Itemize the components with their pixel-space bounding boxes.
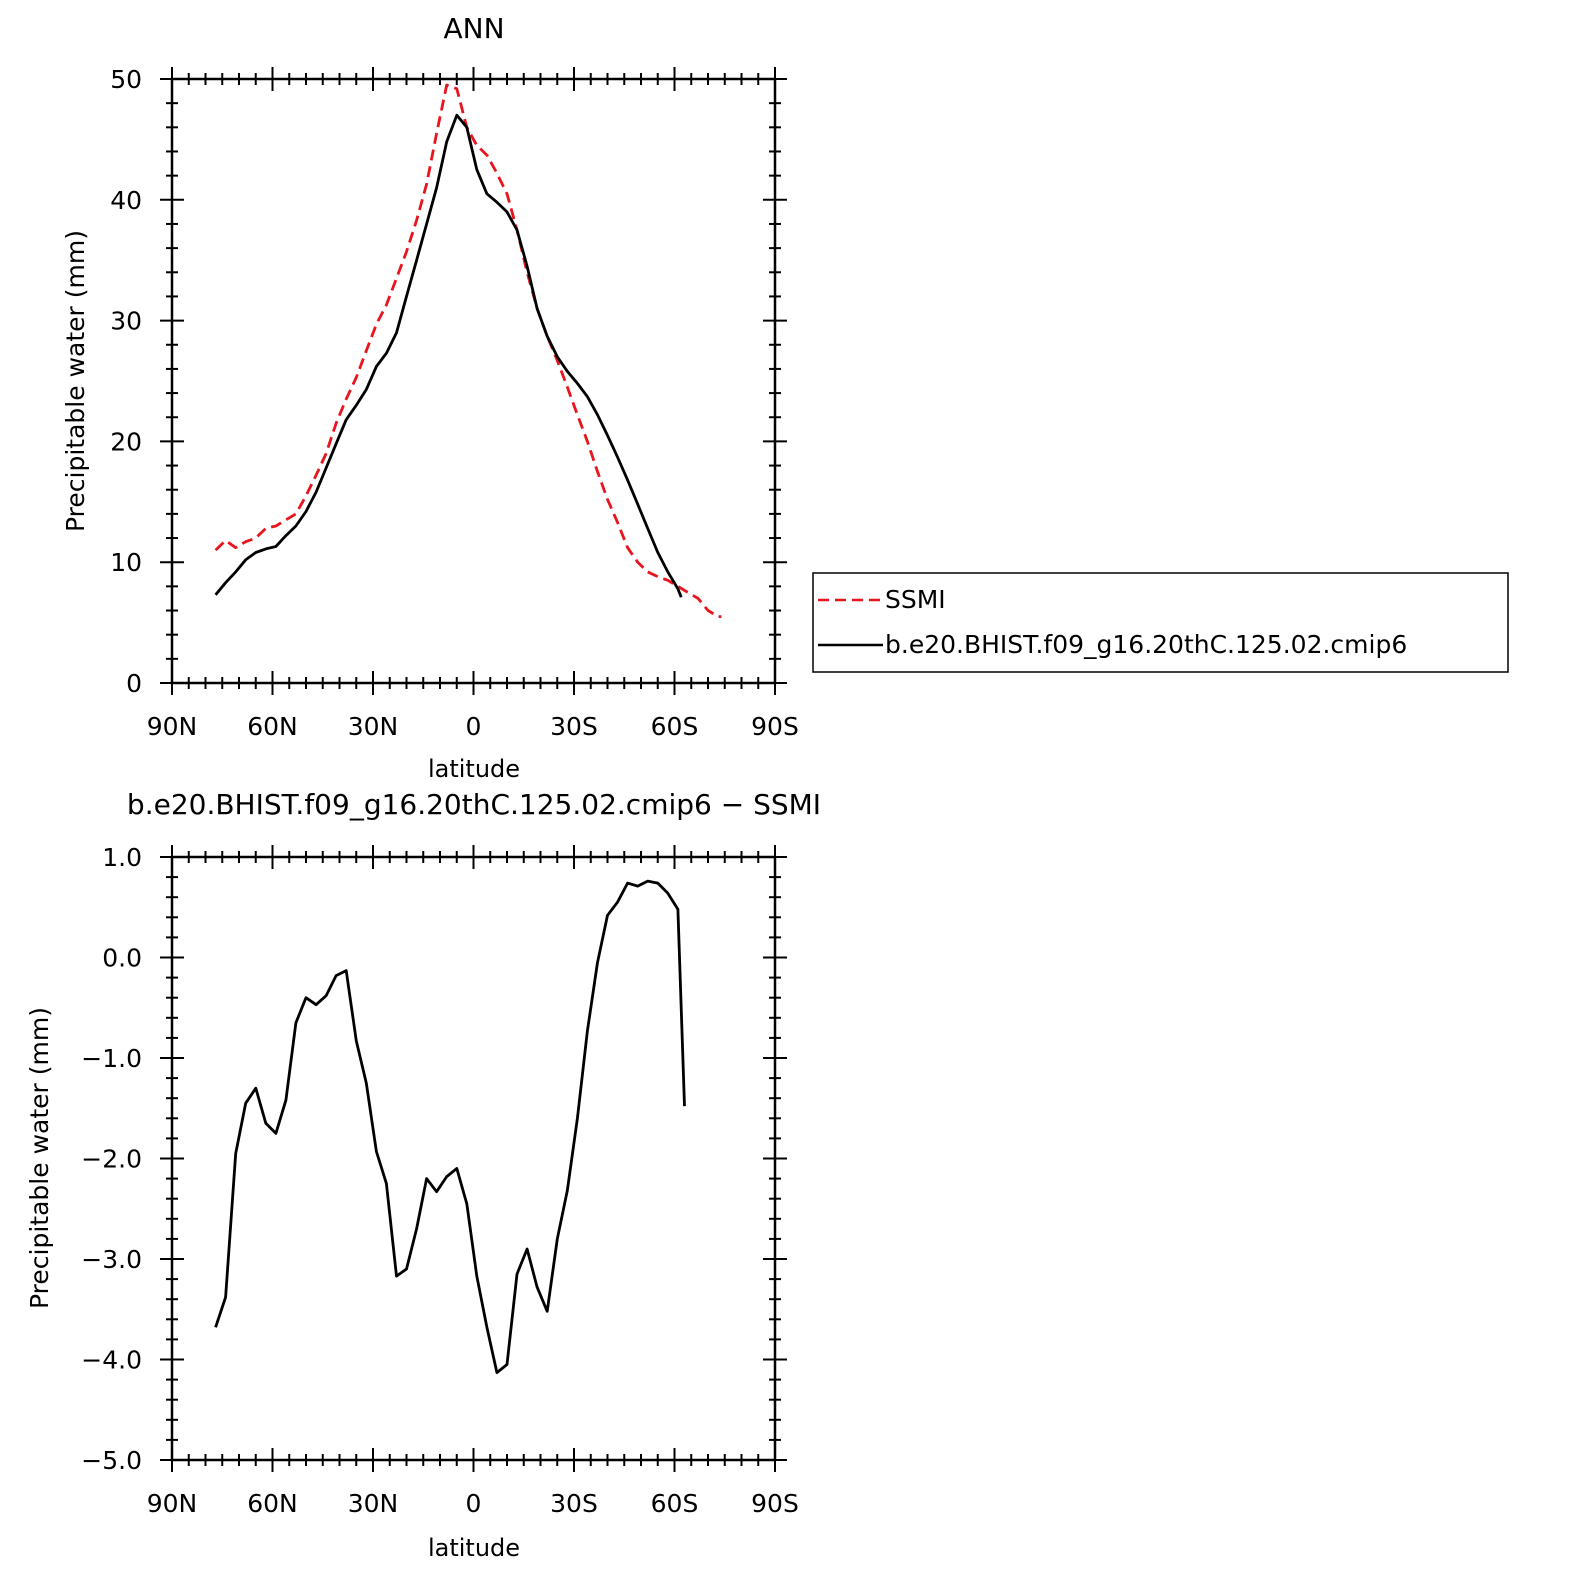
y-tick-label: 40 [110,186,142,215]
x-tick-label: 30S [550,712,598,741]
x-tick-label: 30S [550,1489,598,1518]
axis-ticks [160,67,787,695]
difference-chart-title: b.e20.BHIST.f09_g16.20thC.125.02.cmip6 −… [127,788,821,821]
x-axis-label: latitude [428,755,520,783]
x-tick-label: 90S [751,1489,799,1518]
x-tick-label: 90N [147,712,198,741]
y-tick-label: 0 [126,669,142,698]
y-tick-label: 10 [110,548,142,577]
y-tick-label: −2.0 [81,1145,142,1174]
x-tick-label: 30N [348,1489,399,1518]
series-line-1 [214,113,683,598]
x-tick-label: 60S [651,712,699,741]
y-tick-labels: 0 10 20 30 40 50 [110,65,142,698]
y-axis-label: Precipitable water (mm) [61,230,90,532]
legend-box [812,572,1509,673]
y-tick-label: 1.0 [102,843,142,872]
y-tick-label: −4.0 [81,1346,142,1375]
y-tick-label: 0.0 [102,944,142,973]
x-tick-label: 30N [348,712,399,741]
x-tick-labels: 90N 60N 30N 0 30S 60S 90S [147,1489,799,1518]
plot-frame [170,855,777,1462]
x-tick-label: 90N [147,1489,198,1518]
x-tick-labels: 90N 60N 30N 0 30S 60S 90S [147,712,799,741]
y-tick-label: −3.0 [81,1245,142,1274]
chart-title: ANN [443,12,504,45]
y-tick-label: −1.0 [81,1044,142,1073]
y-tick-label: 20 [110,427,142,456]
series-line-0 [214,83,722,618]
legend-label-ssmi: SSMI [885,585,946,614]
x-tick-label: 0 [466,712,482,741]
x-tick-label: 60S [651,1489,699,1518]
legend: SSMI b.e20.BHIST.f09_g16.20thC.125.02.cm… [812,572,1509,673]
legend-label-model: b.e20.BHIST.f09_g16.20thC.125.02.cmip6 [885,630,1407,659]
series-line-0 [214,879,686,1374]
bottom-panel: b.e20.BHIST.f09_g16.20thC.125.02.cmip6 −… [25,788,821,1562]
x-tick-label: 0 [466,1489,482,1518]
y-tick-label: 50 [110,65,142,94]
series-lines [214,83,722,618]
series-lines [214,879,686,1374]
y-tick-label: 30 [110,307,142,336]
x-tick-label: 60N [247,712,298,741]
y-tick-labels: 1.0 0.0 −1.0 −2.0 −3.0 −4.0 −5.0 [81,843,142,1475]
top-panel: ANN 0 10 20 30 40 50 90N 60N 30N 0 30S 60S 90S lati… [61,12,1509,783]
y-tick-label: −5.0 [81,1446,142,1475]
x-tick-label: 60N [247,1489,298,1518]
plot-frame [170,77,777,685]
x-axis-label: latitude [428,1534,520,1562]
x-tick-label: 90S [751,712,799,741]
y-axis-label: Precipitable water (mm) [25,1007,54,1309]
axis-ticks [160,845,787,1472]
